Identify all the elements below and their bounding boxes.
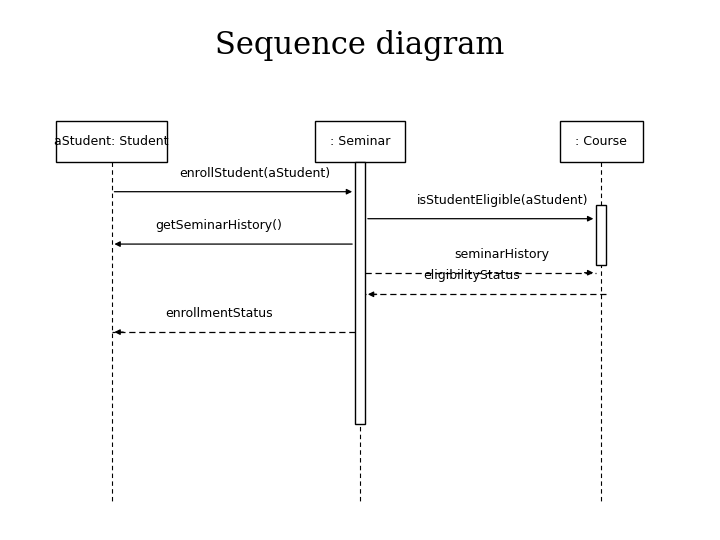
Text: : Seminar: : Seminar (330, 135, 390, 148)
Text: seminarHistory: seminarHistory (455, 248, 549, 261)
Text: : Course: : Course (575, 135, 627, 148)
Bar (560, 122, 642, 162)
Text: Sequence diagram: Sequence diagram (215, 30, 505, 62)
Text: getSeminarHistory(): getSeminarHistory() (156, 219, 282, 232)
Text: enrollmentStatus: enrollmentStatus (165, 307, 273, 320)
Bar (355, 162, 365, 424)
Bar (315, 122, 405, 162)
Text: aStudent: Student: aStudent: Student (54, 135, 169, 148)
Text: eligibilityStatus: eligibilityStatus (423, 269, 520, 282)
Bar (56, 122, 167, 162)
Text: isStudentEligible(aStudent): isStudentEligible(aStudent) (416, 194, 588, 207)
Text: enrollStudent(aStudent): enrollStudent(aStudent) (179, 167, 330, 180)
Bar (596, 205, 606, 265)
